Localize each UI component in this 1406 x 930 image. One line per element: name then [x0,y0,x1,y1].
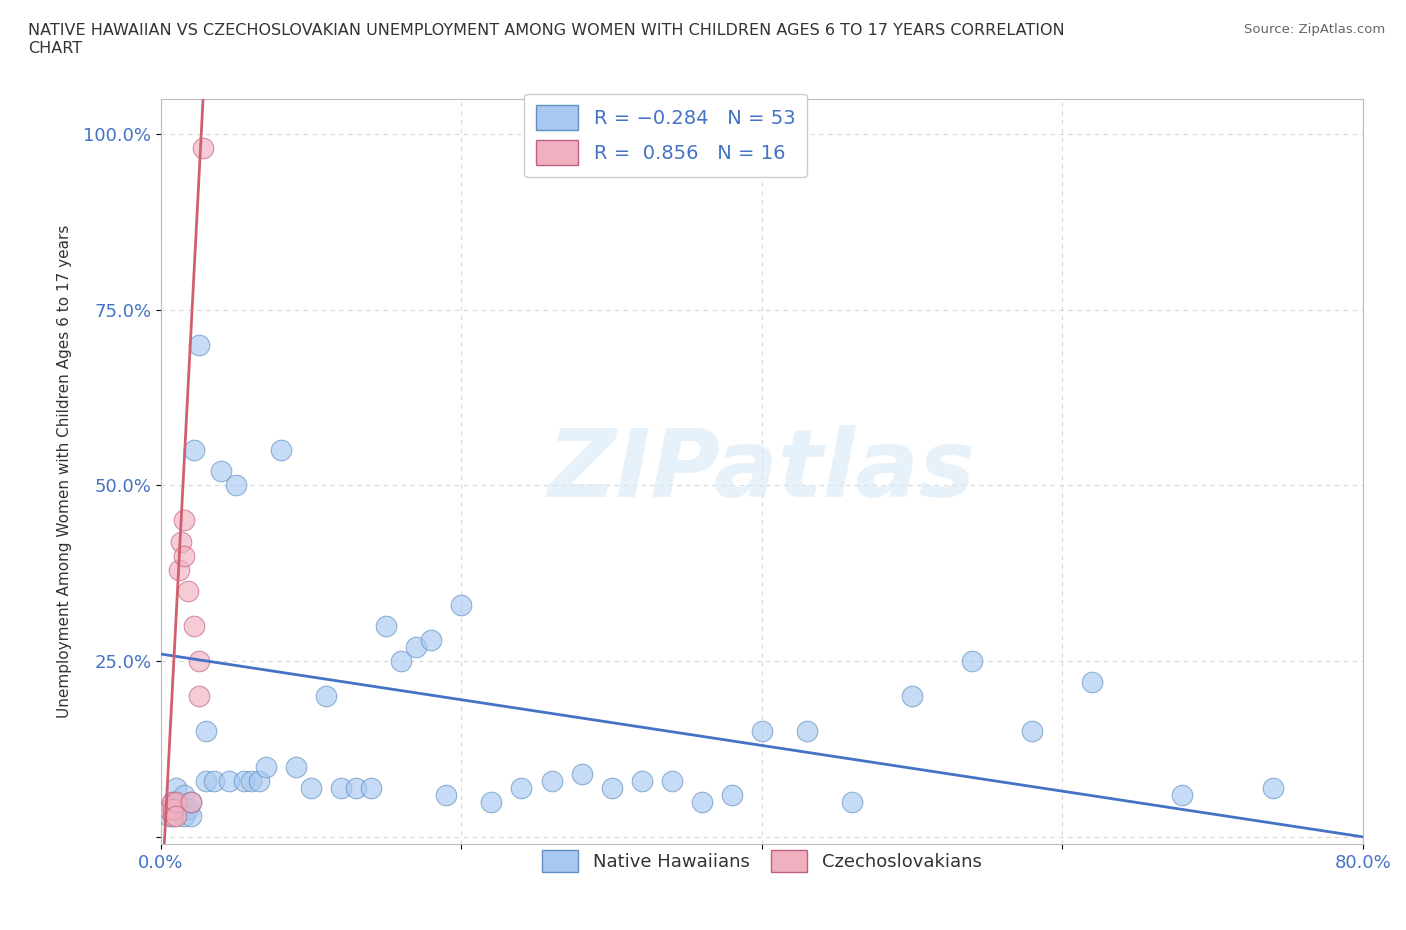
Point [173,548,195,563]
Point [751,724,773,738]
Point [187,338,209,352]
Point [796,724,818,738]
Point [420,632,443,647]
Point [173,808,195,823]
Y-axis label: Unemployment Among Women with Children Ages 6 to 17 years: Unemployment Among Women with Children A… [58,224,72,718]
Point [540,773,562,788]
Point [202,773,225,788]
Point [177,583,200,598]
Point [1081,675,1104,690]
Point [240,773,263,788]
Point [720,787,742,802]
Point [162,808,184,823]
Point [375,618,398,633]
Point [177,802,200,817]
Point [180,794,202,809]
Point [157,802,180,817]
Text: NATIVE HAWAIIAN VS CZECHOSLOVAKIAN UNEMPLOYMENT AMONG WOMEN WITH CHILDREN AGES 6: NATIVE HAWAIIAN VS CZECHOSLOVAKIAN UNEMP… [28,23,1064,56]
Point [180,808,202,823]
Point [169,534,191,549]
Point [1171,787,1194,802]
Point [165,808,187,823]
Point [195,773,218,788]
Point [165,780,187,795]
Point [315,689,337,704]
Point [481,794,503,809]
Point [1261,780,1284,795]
Point [661,773,683,788]
Point [173,787,195,802]
Point [167,802,190,817]
Point [630,773,652,788]
Point [450,597,472,612]
Point [299,780,322,795]
Point [344,780,367,795]
Point [690,794,713,809]
Text: Source: ZipAtlas.com: Source: ZipAtlas.com [1244,23,1385,36]
Point [330,780,353,795]
Point [209,464,232,479]
Point [183,618,205,633]
Point [960,654,983,669]
Point [270,443,292,458]
Point [901,689,924,704]
Point [162,802,184,817]
Point [389,654,412,669]
Point [183,443,205,458]
Point [187,689,209,704]
Point [510,780,533,795]
Point [167,563,190,578]
Point [191,140,214,155]
Point [195,724,218,738]
Point [232,773,254,788]
Point [600,780,623,795]
Point [173,513,195,528]
Point [285,759,308,774]
Point [434,787,457,802]
Point [157,808,180,823]
Point [187,654,209,669]
Point [1021,724,1043,738]
Point [571,766,593,781]
Point [841,794,863,809]
Point [247,773,270,788]
Text: ZIPatlas: ZIPatlas [548,425,976,517]
Point [218,773,240,788]
Legend: Native Hawaiians, Czechoslovakians: Native Hawaiians, Czechoslovakians [534,844,988,880]
Point [405,640,427,655]
Point [160,794,183,809]
Point [360,780,382,795]
Point [165,794,187,809]
Point [165,794,187,809]
Point [180,794,202,809]
Point [225,478,247,493]
Point [254,759,277,774]
Point [162,794,184,809]
